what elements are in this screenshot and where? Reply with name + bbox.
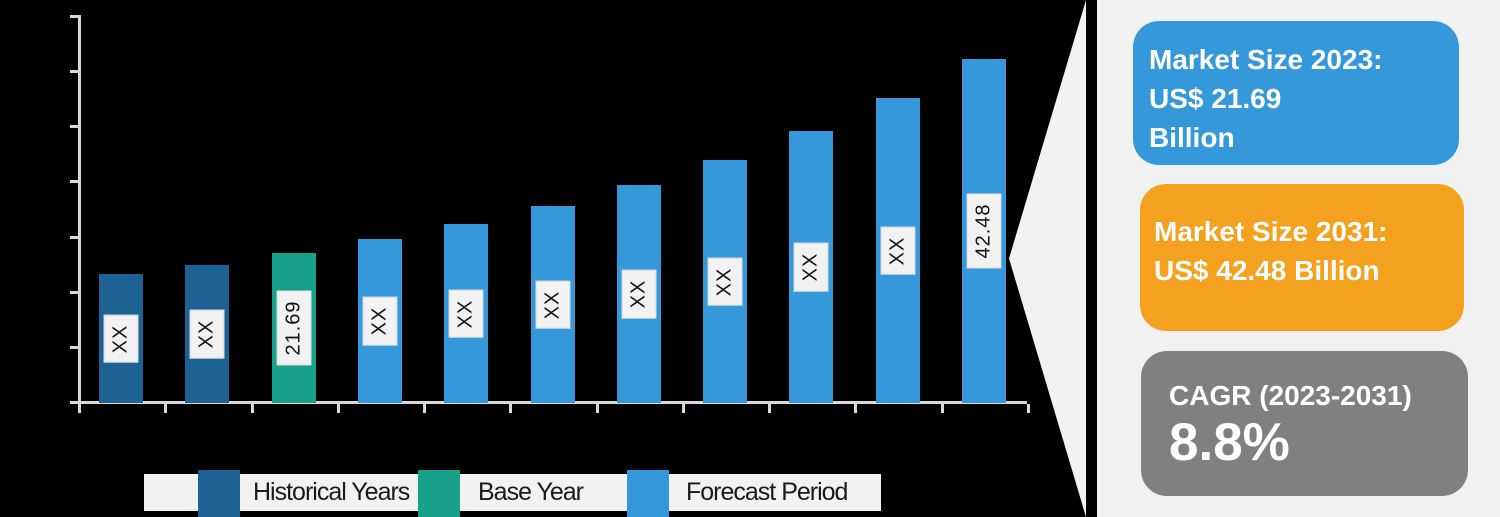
x-axis-tick: [941, 404, 944, 413]
x-axis-tick: [164, 404, 167, 413]
x-axis-tick: [337, 404, 340, 413]
legend-label-forecast-period: Forecast Period: [686, 478, 848, 506]
cagr-title: CAGR (2023-2031): [1169, 379, 1412, 411]
y-axis-tick: [70, 291, 78, 294]
bar-forecast-5: XX: [444, 224, 488, 403]
x-axis-tick: [78, 404, 81, 413]
cagr-card: CAGR (2023-2031) 8.8%: [1141, 351, 1468, 496]
y-axis-tick: [70, 180, 78, 183]
legend-swatch-forecast-period: [627, 470, 669, 517]
x-axis-tick: [1027, 404, 1030, 413]
callout-arrow: [1009, 0, 1086, 517]
bar-value-label: XX: [103, 314, 139, 363]
x-axis-tick: [596, 404, 599, 413]
y-axis: [78, 15, 81, 404]
bar-forecast-4: XX: [358, 239, 402, 403]
bar-value-label: XX: [189, 309, 225, 359]
bar-historical-1: XX: [99, 274, 143, 403]
bar-forecast-8: XX: [703, 160, 747, 403]
bar-value-label: XX: [621, 269, 657, 319]
x-axis-tick: [509, 404, 512, 413]
y-axis-tick: [70, 125, 78, 128]
bar-base-3: 21.69: [272, 253, 316, 403]
legend-background-strip: [144, 474, 881, 511]
bar-value-label: XX: [880, 226, 916, 275]
legend-label-base-year: Base Year: [478, 478, 584, 506]
y-axis-tick: [70, 70, 78, 73]
market-size-2031-line2: US$ 42.48 Billion: [1154, 254, 1380, 286]
bar-value-label: XX: [535, 280, 571, 329]
legend-swatch-historical-years: [198, 470, 240, 517]
bar-value-label: XX: [793, 242, 829, 292]
legend-swatch-base-year: [418, 470, 460, 517]
bar-value-label: 42.48: [966, 193, 1002, 269]
y-axis-tick: [70, 401, 78, 404]
bar-value-label: XX: [707, 257, 743, 306]
x-axis-tick: [768, 404, 771, 413]
bar-historical-2: XX: [185, 265, 229, 403]
bar-forecast-9: XX: [789, 131, 833, 403]
y-axis-tick: [70, 15, 78, 18]
bar-forecast-7: XX: [617, 185, 661, 403]
x-axis-tick: [251, 404, 254, 413]
bar-forecast-10: XX: [876, 98, 920, 403]
market-size-2023-line3: Billion: [1149, 121, 1235, 153]
y-axis-tick: [70, 236, 78, 239]
x-axis-tick: [854, 404, 857, 413]
stats-panel: Market Size 2023: US$ 21.69 Billion Mark…: [1097, 0, 1500, 517]
bar-forecast-6: XX: [531, 206, 575, 403]
y-axis-tick: [70, 346, 78, 349]
bar-value-label: XX: [448, 289, 484, 338]
market-size-2031-line1: Market Size 2031:: [1154, 215, 1388, 247]
x-axis-tick: [423, 404, 426, 413]
bar-value-label: 21.69: [276, 290, 312, 366]
market-size-2023-card: Market Size 2023: US$ 21.69 Billion: [1133, 21, 1459, 165]
market-size-2023-line2: US$ 21.69: [1149, 82, 1282, 114]
market-size-2023-line1: Market Size 2023:: [1149, 43, 1383, 75]
bar-forecast-11: 42.48: [962, 59, 1006, 403]
legend-label-historical-years: Historical Years: [253, 478, 410, 506]
bar-value-label: XX: [362, 296, 398, 346]
market-size-2031-card: Market Size 2031: US$ 42.48 Billion: [1140, 184, 1464, 331]
x-axis-tick: [682, 404, 685, 413]
cagr-value: 8.8%: [1169, 412, 1290, 472]
